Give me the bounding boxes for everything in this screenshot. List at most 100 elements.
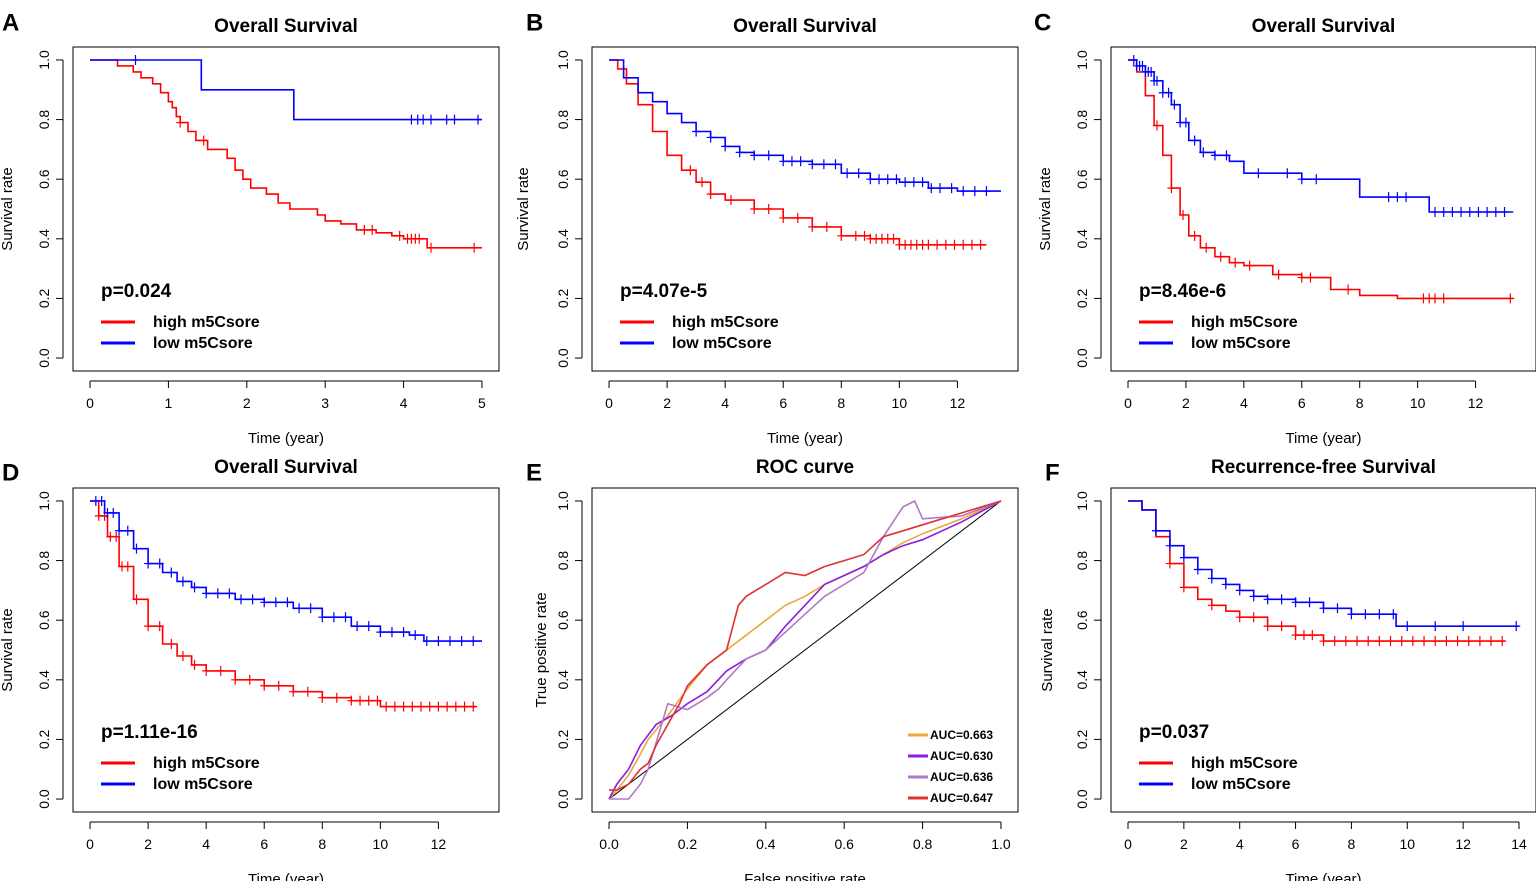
x-tick-label: 10: [1410, 395, 1426, 411]
panel-letter: A: [2, 9, 19, 36]
panel-letter: B: [526, 9, 543, 36]
censor-mark: [1439, 206, 1448, 217]
y-axis-label: Survival rate: [1039, 608, 1056, 691]
y-tick-label: 1.0: [36, 50, 52, 70]
censor-mark: [1491, 206, 1500, 217]
x-tick-label: 12: [1468, 395, 1484, 411]
series-1: [90, 495, 482, 647]
censor-mark: [1319, 636, 1328, 647]
censor-mark: [1431, 636, 1440, 647]
panel-letter: E: [526, 459, 542, 486]
panel-title: Overall Survival: [214, 457, 358, 478]
x-tick-label: 6: [1298, 395, 1306, 411]
censor-mark: [851, 230, 860, 241]
censor-mark: [1138, 60, 1147, 71]
x-tick-label: 8: [1348, 836, 1356, 852]
p-value: p=8.46e-6: [1139, 281, 1226, 302]
x-axis-label: Time (year): [767, 430, 843, 447]
series-0: [1128, 59, 1515, 304]
censor-mark: [796, 156, 805, 167]
plot-frame: [1110, 487, 1536, 813]
legend-label: low m5Csore: [153, 335, 253, 352]
p-value: p=0.024: [101, 281, 172, 302]
censor-mark: [1235, 612, 1244, 623]
x-tick-label: 10: [1399, 836, 1415, 852]
censor-mark: [190, 659, 199, 670]
censor-mark: [144, 621, 153, 632]
series-line: [90, 59, 482, 249]
censor-mark: [1442, 636, 1451, 647]
censor-mark: [353, 621, 362, 632]
x-tick-label: 6: [779, 395, 787, 411]
censor-mark: [474, 114, 483, 125]
x-tick-label: 0.2: [678, 836, 698, 852]
censor-mark: [1389, 609, 1398, 620]
censor-mark: [225, 588, 234, 599]
censor-mark: [1475, 636, 1484, 647]
legend-label: low m5Csore: [153, 776, 253, 793]
censor-mark: [283, 597, 292, 608]
x-tick-label: 2: [1180, 836, 1188, 852]
censor-mark: [199, 135, 208, 146]
legend-label: AUC=0.663: [930, 728, 993, 742]
legend-label: high m5Csore: [1191, 755, 1298, 772]
plot-frame: [1110, 46, 1536, 372]
x-tick-label: 10: [892, 395, 908, 411]
censor-mark: [1305, 597, 1314, 608]
censor-mark: [178, 650, 187, 661]
y-axis-label: Survival rate: [515, 167, 532, 250]
y-tick-label: 0.2: [36, 729, 52, 749]
censor-mark: [1330, 636, 1339, 647]
x-tick-label: 0: [86, 395, 94, 411]
censor-mark: [1249, 591, 1258, 602]
series-line: [1128, 59, 1514, 213]
censor-mark: [726, 195, 735, 206]
censor-mark: [123, 525, 132, 536]
y-tick-label: 0.6: [36, 610, 52, 630]
series-1: [609, 59, 1001, 197]
censor-mark: [427, 242, 436, 253]
censor-mark: [132, 543, 141, 554]
censor-mark: [692, 126, 701, 137]
y-tick-label: 0.2: [555, 288, 571, 308]
censor-mark: [131, 54, 140, 65]
censor-mark: [1297, 272, 1306, 283]
x-tick-label: 0.6: [834, 836, 854, 852]
series-1: [90, 54, 483, 125]
censor-mark: [434, 636, 443, 647]
censor-mark: [941, 239, 950, 250]
censor-mark: [442, 114, 451, 125]
censor-mark: [1483, 206, 1492, 217]
censor-mark: [1277, 594, 1286, 605]
y-axis-label: Survival rate: [1037, 167, 1054, 250]
series-0: [609, 59, 987, 250]
x-tick-label: 4: [1240, 395, 1248, 411]
x-tick-label: 12: [1455, 836, 1471, 852]
censor-mark: [779, 212, 788, 223]
panel-title: Overall Survival: [214, 16, 358, 37]
censor-mark: [347, 695, 356, 706]
series-line: [609, 59, 1001, 192]
legend-label: high m5Csore: [153, 755, 260, 772]
censor-mark: [427, 114, 436, 125]
censor-mark: [1179, 209, 1188, 220]
censor-mark: [1202, 242, 1211, 253]
censor-mark: [970, 186, 979, 197]
panel-title: Recurrence-free Survival: [1211, 457, 1436, 478]
x-tick-label: 8: [1356, 395, 1364, 411]
panel-title: Overall Survival: [1252, 16, 1396, 37]
censor-mark: [167, 639, 176, 650]
series-line: [1128, 500, 1505, 642]
censor-mark: [787, 156, 796, 167]
y-tick-label: 0.4: [555, 670, 571, 690]
censor-mark: [1299, 630, 1308, 641]
x-tick-label: 2: [144, 836, 152, 852]
censor-mark: [1384, 192, 1393, 203]
censor-mark: [368, 224, 377, 235]
censor-mark: [1487, 636, 1496, 647]
censor-mark: [416, 701, 425, 712]
censor-mark: [245, 674, 254, 685]
censor-mark: [1231, 257, 1240, 268]
y-tick-label: 0.4: [1074, 670, 1090, 690]
y-tick-label: 1.0: [555, 50, 571, 70]
